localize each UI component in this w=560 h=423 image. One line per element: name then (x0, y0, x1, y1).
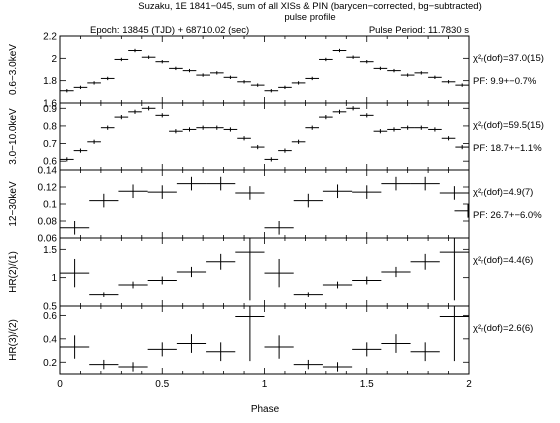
panels-group: 1.6 1.8 2 2.2 0.6−3.0keV χ²ᵣ(dof)=37.0(15) PF:… (8, 32, 544, 391)
y-axis-label: 0.6−3.0keV (8, 44, 19, 95)
y-tick-label: 0.5 (43, 302, 57, 313)
y-tick-label: 0.4 (43, 334, 57, 345)
x-tick-label: 0 (57, 379, 63, 390)
y-tick-label: 1 (51, 273, 57, 284)
chi2-annotation: χ²ᵣ(dof)=4.4(6) (473, 255, 533, 266)
panel-3: 0.06 0.08 0.1 0.12 0.14 12−30keV χ²ᵣ(dof)=4.9(… (8, 166, 542, 245)
x-axis-label: Phase (251, 404, 280, 415)
y-tick-label: 0.14 (38, 166, 58, 177)
panel-1: 1.6 1.8 2 2.2 0.6−3.0keV χ²ᵣ(dof)=37.0(15) PF:… (8, 32, 544, 110)
chi2-annotation: χ²ᵣ(dof)=2.6(6) (473, 323, 533, 334)
x-tick-label: 2 (466, 379, 472, 390)
y-tick-label: 1.8 (43, 76, 57, 87)
pulsed-fraction-annotation: PF: 18.7+−1.1% (473, 143, 542, 154)
x-tick-label: 1 (262, 379, 268, 390)
chi2-annotation: χ²ᵣ(dof)=59.5(15) (473, 120, 544, 131)
pulsed-fraction-annotation: PF: 26.7+−6.0% (473, 210, 542, 221)
x-tick-label: 1.5 (360, 379, 374, 390)
period-label: Pulse Period: 11.7830 s (369, 25, 469, 36)
figure-subtitle: pulse profile (284, 12, 335, 23)
epoch-label: Epoch: 13845 (TJD) + 68710.02 (sec) (90, 25, 249, 36)
pulsed-fraction-annotation: PF: 9.9+−0.7% (473, 76, 537, 87)
y-tick-label: 0.2 (43, 358, 57, 369)
y-tick-label: 0.12 (38, 183, 58, 194)
y-tick-label: 2 (51, 54, 57, 65)
panel-4: 0.5 1 1.5 HR(2)/(1) χ²ᵣ(dof)=4.4(6) (8, 237, 533, 313)
y-tick-label: 2.2 (43, 32, 57, 43)
y-tick-label: 0.06 (38, 234, 58, 245)
y-axis-label: 3.0−10.0keV (8, 108, 19, 165)
x-tick-label: 0.5 (155, 379, 169, 390)
y-tick-label: 1.6 (43, 99, 57, 110)
panel-5: 0.2 0.4 0.6 HR(3)/(2) χ²ᵣ(dof)=2.6(6) 0 0.5 1 1.… (8, 305, 533, 390)
y-tick-label: 0.6 (43, 311, 57, 322)
y-tick-label: 0.1 (43, 200, 57, 211)
y-axis-label: HR(2)/(1) (8, 251, 19, 293)
y-tick-label: 1.5 (43, 245, 57, 256)
panel-2: 0.6 0.7 0.8 0.9 3.0−10.0keV χ²ᵣ(dof)=59.5(15)… (8, 102, 544, 171)
y-tick-label: 0.9 (43, 104, 57, 115)
y-axis-label: HR(3)/(2) (8, 319, 19, 361)
panel-frame (59, 35, 470, 104)
y-axis-label: 12−30keV (8, 181, 19, 227)
y-tick-label: 0.7 (43, 139, 57, 150)
y-tick-label: 0.6 (43, 157, 57, 168)
chi2-annotation: χ²ᵣ(dof)=37.0(15) (473, 53, 544, 64)
chi2-annotation: χ²ᵣ(dof)=4.9(7) (473, 187, 533, 198)
figure-title: Suzaku, 1E 1841−045, sum of all XISs & P… (138, 1, 482, 12)
y-tick-label: 0.08 (38, 217, 58, 228)
panel-frame (59, 102, 470, 171)
y-tick-label: 0.8 (43, 121, 57, 132)
